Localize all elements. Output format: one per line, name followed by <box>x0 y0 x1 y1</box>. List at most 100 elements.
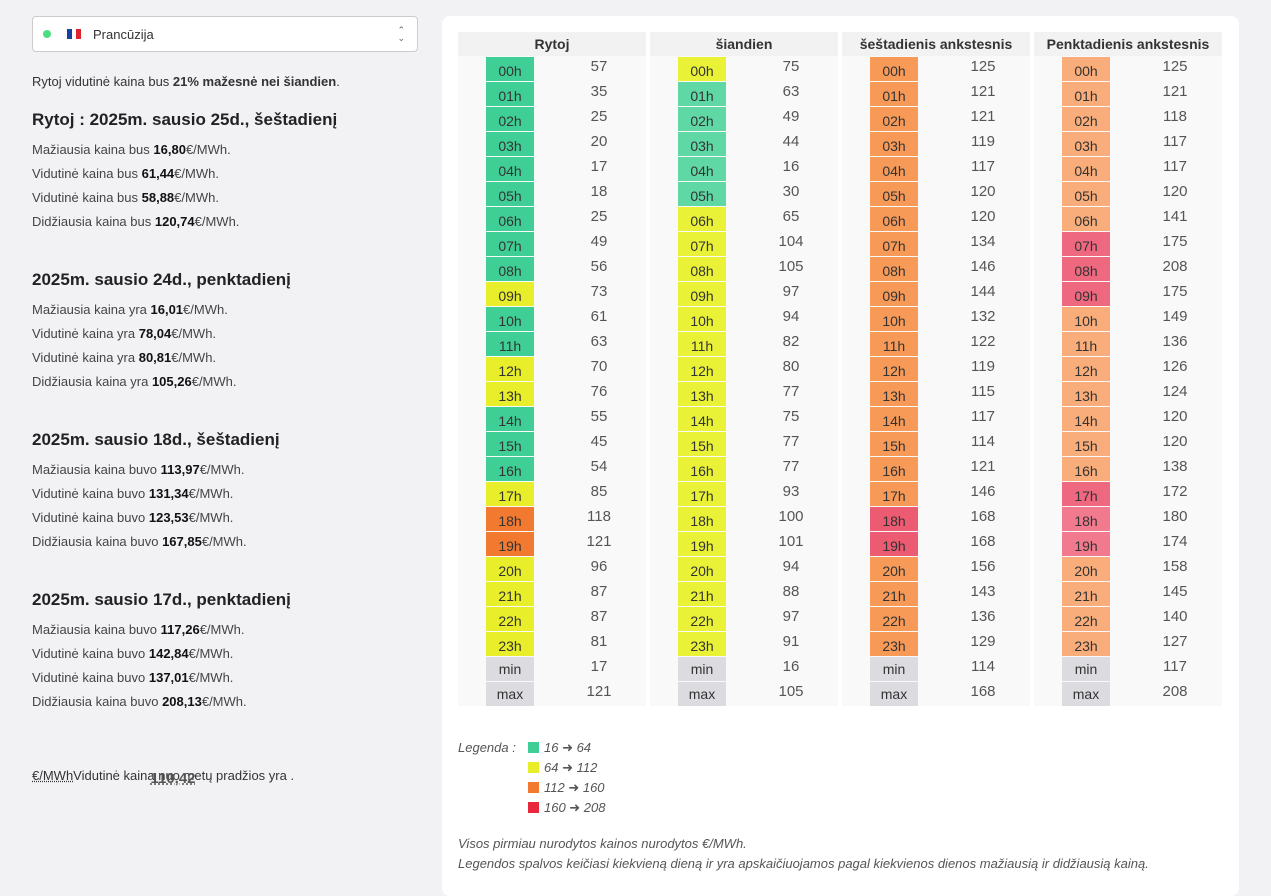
hour-badge: 06h <box>870 207 918 231</box>
price-value: 77 <box>782 433 800 450</box>
hour-badge: 10h <box>1062 307 1110 331</box>
hour-badge: 22h <box>678 607 726 631</box>
table-row: 23h 81 <box>458 631 646 656</box>
table-row: 14h 55 <box>458 406 646 431</box>
price-value: 94 <box>782 308 800 325</box>
day-block: 2025m. sausio 17d., penktadienį Mažiausia… <box>32 590 418 718</box>
table-row: 18h 100 <box>650 506 838 531</box>
price-value: 144 <box>970 283 996 300</box>
ytd-average-value[interactable]: 110,42 <box>150 770 196 787</box>
price-value: 54 <box>590 458 608 475</box>
table-row: 19h 101 <box>650 531 838 556</box>
table-row: 20h 156 <box>842 556 1030 581</box>
hour-badge: 19h <box>486 532 534 556</box>
price-value: 120 <box>970 183 996 200</box>
max-row: max 105 <box>650 681 838 706</box>
table-row: 15h 120 <box>1034 431 1222 456</box>
hour-badge: 21h <box>486 582 534 606</box>
legend-range: 112 ➜ 160 <box>544 780 605 795</box>
price-line: Mažiausia kaina buvo 113,97€/MWh. <box>32 462 245 477</box>
table-row: 06h 25 <box>458 206 646 231</box>
price-value: 63 <box>590 333 608 350</box>
price-value: 70 <box>590 358 608 375</box>
table-row: 07h 104 <box>650 231 838 256</box>
hour-badge: 15h <box>678 432 726 456</box>
price-value: 55 <box>590 408 608 425</box>
table-row: 18h 168 <box>842 506 1030 531</box>
hour-badge: 04h <box>486 157 534 181</box>
max-value: 105 <box>778 683 804 700</box>
price-value: 121 <box>970 83 996 100</box>
max-value: 168 <box>970 683 996 700</box>
price-value: 129 <box>970 633 996 650</box>
price-line: Mažiausia kaina buvo 117,26€/MWh. <box>32 622 245 637</box>
table-row: 18h 180 <box>1034 506 1222 531</box>
price-value: 121 <box>970 108 996 125</box>
table-row: 22h 87 <box>458 606 646 631</box>
country-select[interactable]: Prancūzija ⌃ ⌄ <box>32 16 418 52</box>
hour-badge: 14h <box>1062 407 1110 431</box>
hour-badge: 17h <box>486 482 534 506</box>
price-value: 18 <box>590 183 608 200</box>
legend-range: 160 ➜ 208 <box>544 800 606 815</box>
max-value: 208 <box>1162 683 1188 700</box>
price-value: 149 <box>1162 308 1188 325</box>
table-row: 09h 97 <box>650 281 838 306</box>
hour-badge: 03h <box>870 132 918 156</box>
hour-badge: 07h <box>486 232 534 256</box>
hour-badge: 20h <box>486 557 534 581</box>
hour-badge: 09h <box>678 282 726 306</box>
price-line: Vidutinė kaina bus 61,44€/MWh. <box>32 166 219 181</box>
hour-badge: 23h <box>870 632 918 656</box>
price-value: 121 <box>1162 83 1188 100</box>
table-row: 11h 63 <box>458 331 646 356</box>
table-row: 22h 140 <box>1034 606 1222 631</box>
table-row: 11h 82 <box>650 331 838 356</box>
hour-badge: 15h <box>486 432 534 456</box>
price-value: 82 <box>782 333 800 350</box>
price-line: Vidutinė kaina yra 80,81€/MWh. <box>32 350 217 365</box>
hour-badge: 17h <box>1062 482 1110 506</box>
table-row: 02h 25 <box>458 106 646 131</box>
price-value: 25 <box>590 208 608 225</box>
table-row: 12h 70 <box>458 356 646 381</box>
table-row: 12h 119 <box>842 356 1030 381</box>
hour-badge: 01h <box>870 82 918 106</box>
price-value: 96 <box>590 558 608 575</box>
hour-badge: 08h <box>486 257 534 281</box>
price-value: 120 <box>970 208 996 225</box>
hour-badge: 00h <box>486 57 534 81</box>
price-value: 175 <box>1162 283 1188 300</box>
table-row: 10h 132 <box>842 306 1030 331</box>
table-row: 09h 175 <box>1034 281 1222 306</box>
table-row: 19h 168 <box>842 531 1030 556</box>
price-value: 44 <box>782 133 800 150</box>
price-value: 56 <box>590 258 608 275</box>
legend-item: 64 ➜ 112 <box>528 760 597 776</box>
price-value: 118 <box>1163 108 1187 125</box>
price-value: 122 <box>970 333 996 350</box>
price-value: 146 <box>970 258 996 275</box>
hour-badge: 03h <box>486 132 534 156</box>
min-value: 16 <box>782 658 800 675</box>
hour-badge: 00h <box>870 57 918 81</box>
hour-badge: 16h <box>1062 457 1110 481</box>
price-line: Didžiausia kaina buvo 208,13€/MWh. <box>32 694 247 709</box>
table-row: 01h 121 <box>1034 81 1222 106</box>
hour-badge: 01h <box>678 82 726 106</box>
hour-badge: 14h <box>678 407 726 431</box>
hour-badge: 11h <box>870 332 918 356</box>
table-row: 06h 141 <box>1034 206 1222 231</box>
hour-badge: 18h <box>486 507 534 531</box>
legend-swatch <box>528 802 539 813</box>
hour-badge: 09h <box>1062 282 1110 306</box>
price-column: šeštadienis ankstesnis 00h 125 01h 121 02h 121… <box>842 32 1030 706</box>
table-row: 17h 146 <box>842 481 1030 506</box>
price-value: 75 <box>782 58 800 75</box>
table-row: 11h 136 <box>1034 331 1222 356</box>
table-row: 04h 17 <box>458 156 646 181</box>
hour-badge: 01h <box>486 82 534 106</box>
hour-badge: 13h <box>678 382 726 406</box>
price-value: 180 <box>1162 508 1188 525</box>
hour-badge: 23h <box>678 632 726 656</box>
